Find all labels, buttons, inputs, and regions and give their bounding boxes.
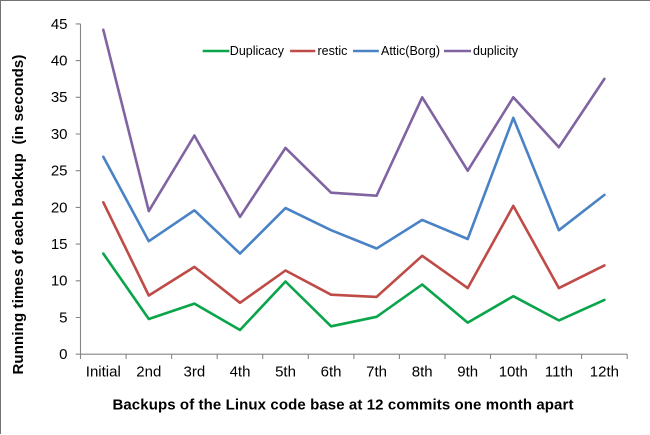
svg-text:Duplicacy: Duplicacy bbox=[230, 44, 285, 58]
svg-text:15: 15 bbox=[51, 236, 68, 253]
svg-text:10th: 10th bbox=[499, 363, 528, 380]
svg-text:Attic(Borg): Attic(Borg) bbox=[381, 44, 440, 58]
svg-text:4th: 4th bbox=[230, 363, 251, 380]
svg-text:3rd: 3rd bbox=[184, 363, 206, 380]
svg-text:10: 10 bbox=[51, 273, 68, 290]
svg-text:restic: restic bbox=[318, 44, 348, 58]
svg-text:9th: 9th bbox=[457, 363, 478, 380]
svg-text:Initial: Initial bbox=[86, 363, 121, 380]
svg-text:5: 5 bbox=[59, 309, 67, 326]
svg-text:0: 0 bbox=[59, 346, 67, 363]
svg-text:8th: 8th bbox=[412, 363, 433, 380]
svg-text:Running times of each backup: Running times of each backup (in seconds… bbox=[10, 54, 27, 374]
svg-text:30: 30 bbox=[51, 126, 68, 143]
svg-text:duplicity: duplicity bbox=[473, 44, 519, 58]
svg-text:45: 45 bbox=[51, 16, 68, 33]
svg-text:40: 40 bbox=[51, 53, 68, 70]
svg-text:20: 20 bbox=[51, 199, 68, 216]
svg-text:11th: 11th bbox=[545, 363, 573, 380]
svg-text:2nd: 2nd bbox=[136, 363, 161, 380]
svg-text:25: 25 bbox=[51, 163, 68, 180]
svg-text:7th: 7th bbox=[366, 363, 387, 380]
svg-text:Backups of the Linux code base: Backups of the Linux code base at 12 com… bbox=[112, 396, 573, 413]
svg-text:5th: 5th bbox=[275, 363, 296, 380]
svg-text:35: 35 bbox=[51, 89, 68, 106]
svg-text:6th: 6th bbox=[321, 363, 342, 380]
svg-text:12th: 12th bbox=[590, 363, 619, 380]
